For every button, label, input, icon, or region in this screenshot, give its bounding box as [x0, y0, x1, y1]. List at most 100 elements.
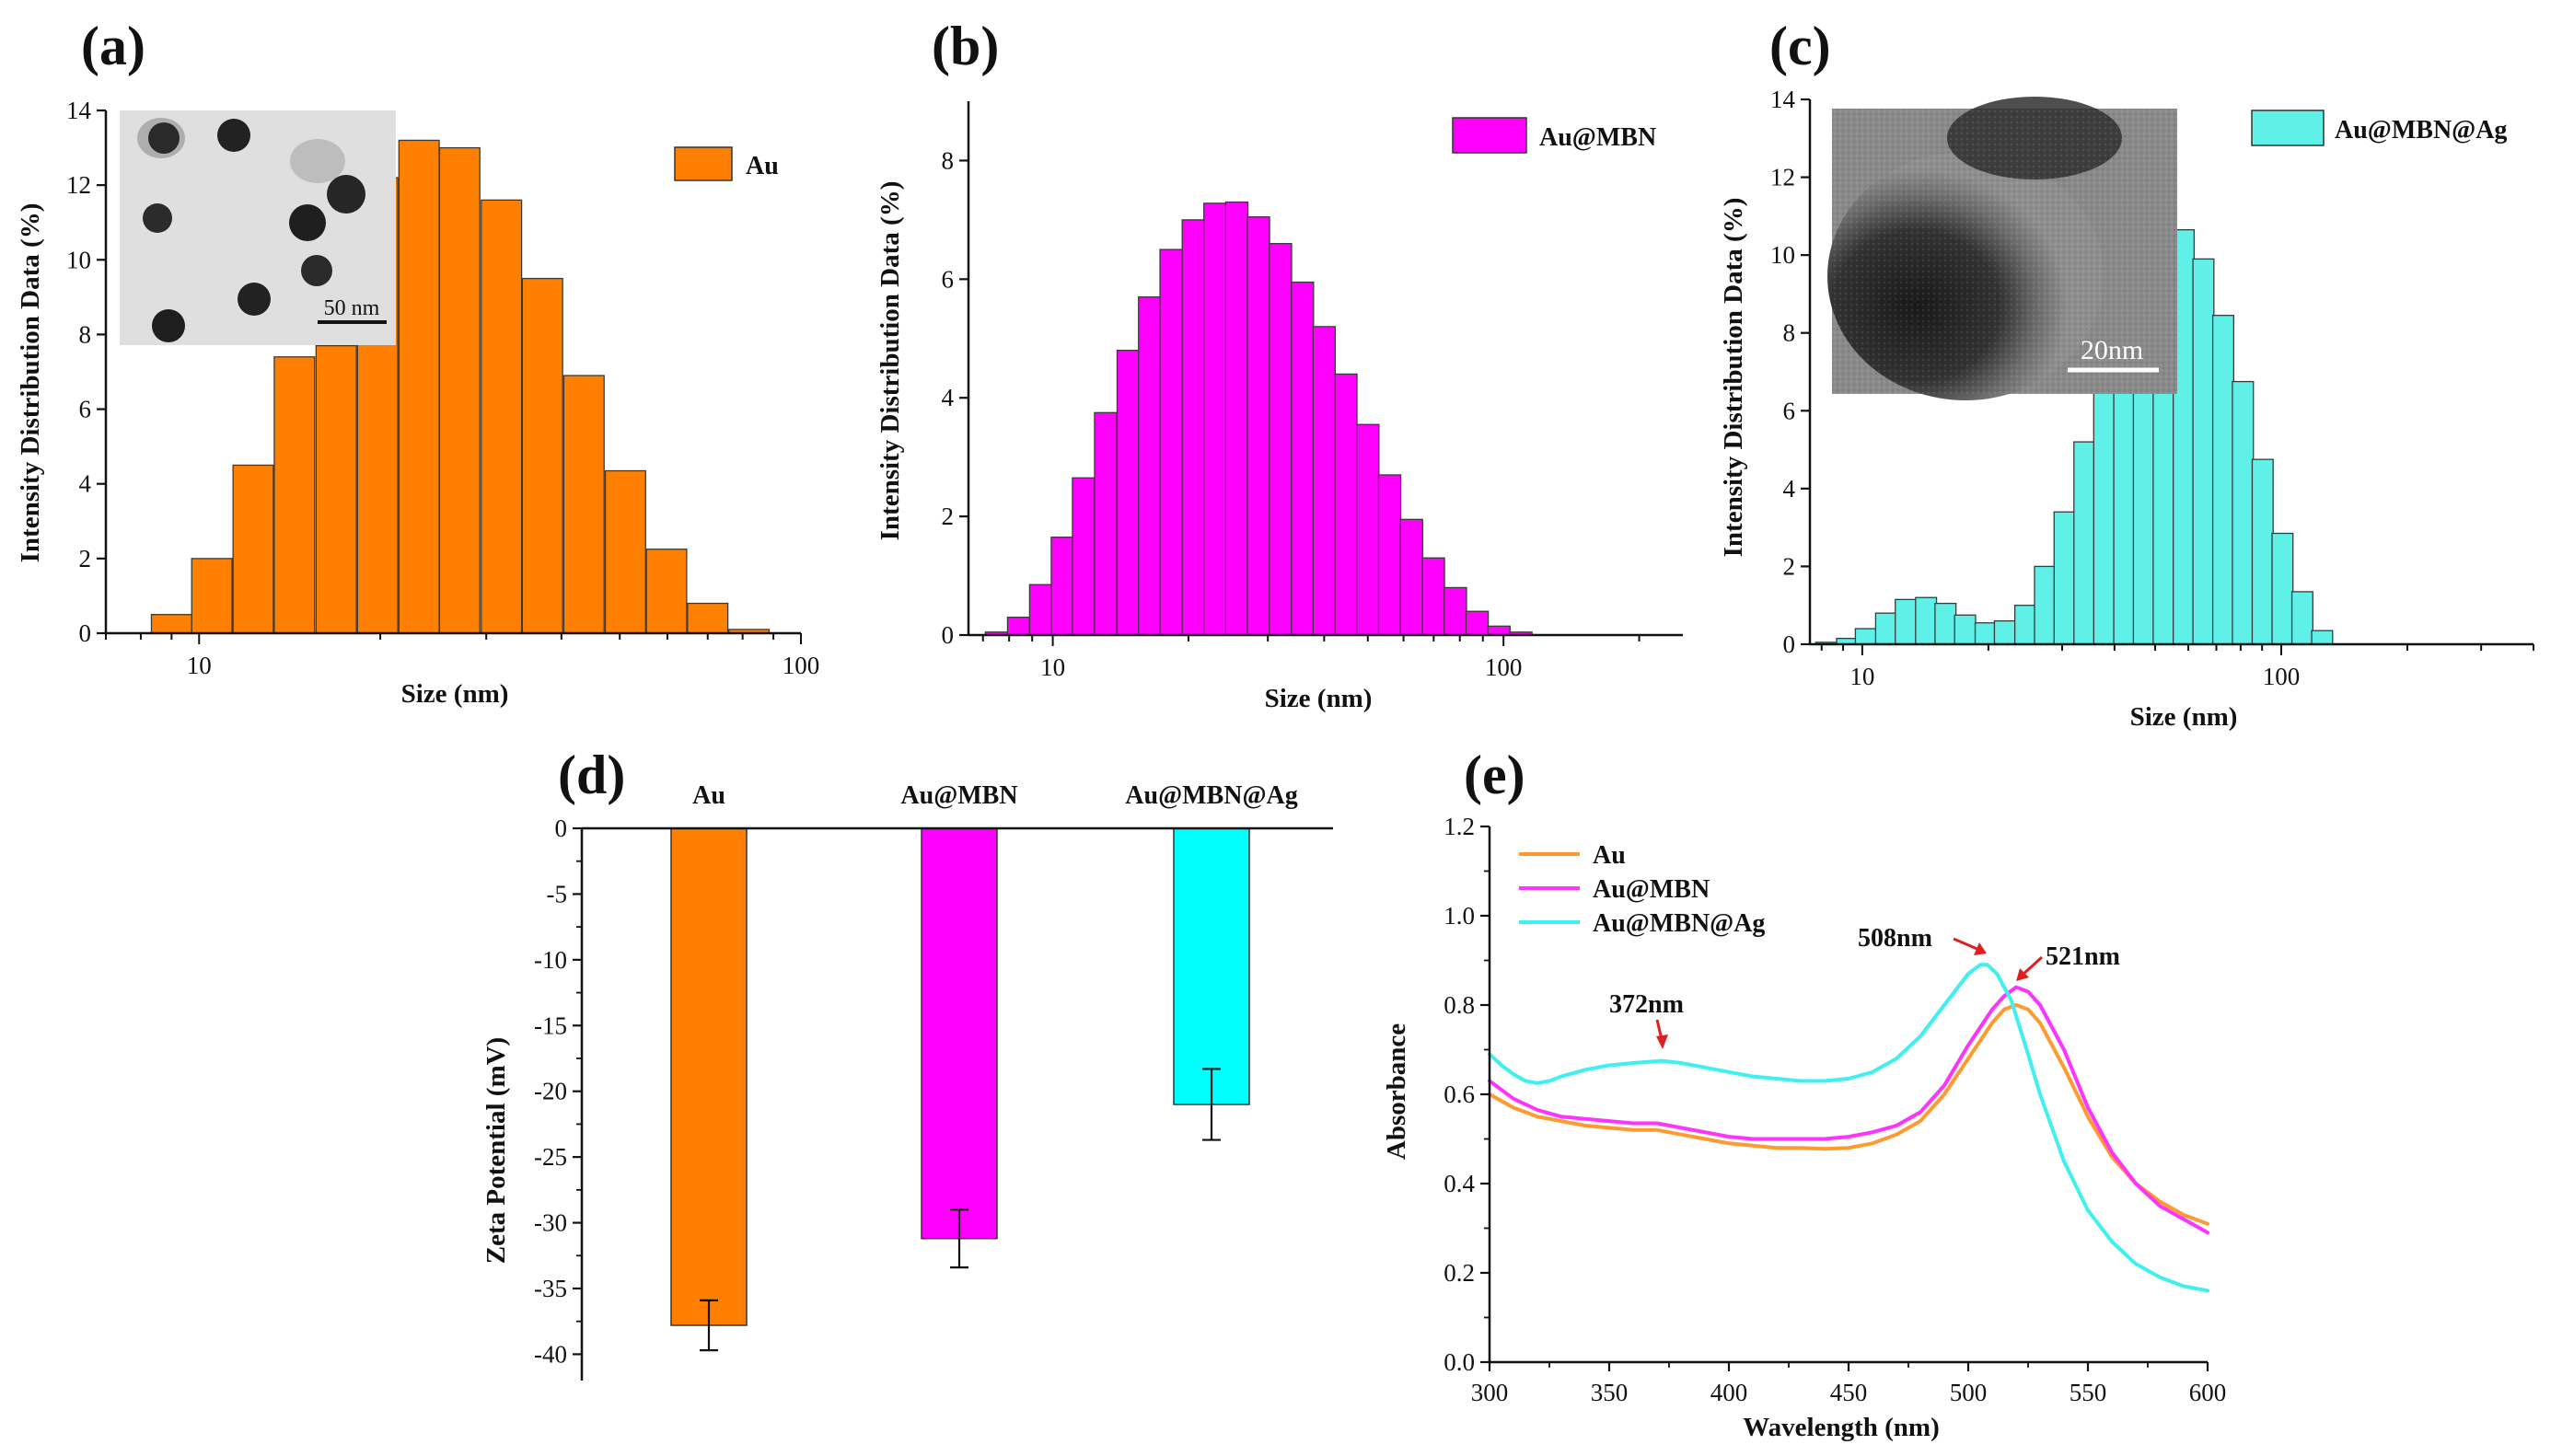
panel-b-bar [1421, 557, 1445, 636]
panel-a-ytick-label: 2 [79, 545, 92, 572]
panel-b-legend-swatch [1452, 117, 1527, 154]
panel-e-legend-label: Au [1593, 841, 1626, 870]
panel-c-bar [1934, 602, 1957, 645]
panel-e-ylabel: Absorbance [1382, 1023, 1411, 1160]
panel-b-bar [1028, 584, 1053, 636]
panel-c-bar [2093, 369, 2116, 645]
panel-c-ytick-label: 10 [1770, 241, 1795, 269]
annotation-521nm-arrow [2020, 955, 2044, 977]
panel-a-bar [150, 614, 192, 634]
panel-c-ytick-label: 2 [1783, 552, 1796, 580]
panel-c-bar [2211, 315, 2234, 645]
panel-e-ytick-label: 0.2 [1444, 1259, 1475, 1287]
panel-a-scale-bar-label: 50 nm [324, 296, 380, 320]
panel-b-ytick-label: 0 [942, 621, 955, 649]
annotation-521nm-arrowhead [2016, 968, 2029, 981]
panel-a-ylabel: Intensity Distribution Data (%) [16, 203, 45, 563]
panel-e-ytick-label: 0.6 [1444, 1080, 1475, 1108]
panel-c-ytick-label: 8 [1783, 319, 1796, 347]
panel-a-ytick-label: 8 [79, 320, 92, 348]
panel-a-ytick-label: 0 [79, 619, 92, 647]
panel-b-ytick-label: 8 [942, 146, 955, 174]
panel-a-xtick-label: 10 [187, 652, 212, 679]
panel-a-ytick-label: 14 [66, 97, 92, 124]
panel-e-xtick-label: 450 [1830, 1379, 1868, 1406]
panel-e-ytick-label: 0.8 [1444, 991, 1475, 1019]
panel-c-ytick-label: 6 [1783, 397, 1796, 424]
panel-b-ytick-label: 2 [942, 503, 955, 530]
panel-c-xlabel: Size (nm) [2130, 702, 2238, 732]
annotation-508nm-arrowhead [1974, 942, 1987, 955]
panel-c-bar [2232, 380, 2255, 645]
zeta-bar-2 [1173, 827, 1250, 1105]
panel-c-bar [2053, 511, 2076, 645]
absorbance-series-2 [1488, 963, 2209, 1293]
panel-b-label: (b) [932, 16, 999, 76]
panel-a-bar [315, 344, 357, 634]
panel-b-bar [1399, 518, 1423, 636]
panel-c-ytick-label: 12 [1770, 164, 1795, 191]
panel-a-bar [481, 199, 523, 634]
panel-a: (a) 0 2 4 6 8 10 12 14 10 100 Intensity Distribut… [16, 16, 819, 709]
panel-c-ytick-label: 0 [1783, 630, 1796, 658]
panel-b-legend-label: Au@MBN [1539, 123, 1656, 152]
panel-c: (c) 0 2 4 6 8 10 12 14 10 100 Intensity Distribut… [1719, 16, 2534, 732]
panel-d-label: (d) [558, 745, 625, 805]
annotation-521nm: 521nm [2046, 942, 2120, 971]
panel-a-ytick-label: 10 [66, 246, 91, 273]
annotation-372nm: 372nm [1609, 990, 1684, 1019]
panel-c-bar [2311, 630, 2334, 645]
panel-b-xlabel: Size (nm) [1265, 684, 1373, 713]
panel-b-ytick-label: 4 [942, 384, 955, 411]
panel-b-bar [1072, 477, 1096, 636]
panel-c-axes: 0 2 4 6 8 10 12 14 10 100 [1770, 86, 2534, 690]
zeta-category-label: Au [692, 781, 725, 810]
annotation-508nm-arrow [1953, 937, 1980, 952]
panel-c-bar [2290, 591, 2313, 645]
panel-e-xtick-label: 300 [1471, 1379, 1509, 1406]
panel-e-xtick-label: 400 [1710, 1379, 1748, 1406]
panel-a-bars [150, 139, 771, 634]
absorbance-series-0 [1488, 1003, 2209, 1226]
panel-d-ylabel: Zeta Potential (mV) [481, 1037, 511, 1264]
panel-a-bar [273, 356, 316, 634]
panel-c-bar [1993, 619, 2016, 645]
panel-c-ylabel: Intensity Distribution Data (%) [1719, 198, 1748, 558]
panel-d: (d) Au Au@MBN Au@MBN@Ag 0 -5 -10 -15 -20 -25 -30 -… [481, 745, 1333, 1381]
panel-b-bar [1377, 474, 1402, 636]
panel-a-ytick-label: 4 [79, 470, 92, 498]
panel-b-ylabel: Intensity Distribution Data (%) [875, 181, 905, 541]
panel-b-bar [1094, 411, 1118, 636]
panel-c-bar [2251, 458, 2274, 645]
panel-a-bar [191, 558, 233, 634]
panel-e-lines [1488, 963, 2209, 1293]
panel-d-ytick-label: -35 [534, 1275, 567, 1302]
panel-a-ytick-label: 12 [66, 171, 91, 199]
panel-b-bar [1312, 326, 1337, 636]
panel-b-bar [1006, 617, 1031, 636]
panel-e-ytick-label: 1.2 [1444, 813, 1475, 840]
panel-c-bar [1954, 614, 1977, 645]
panel-c-bar [2073, 441, 2096, 645]
panel-c-legend-swatch [2251, 110, 2325, 146]
panel-b-bar [1291, 281, 1315, 636]
panel-c-ytick-label: 4 [1783, 475, 1796, 503]
panel-a-legend-label: Au [746, 152, 779, 180]
panel-c-bar [2013, 605, 2037, 645]
panel-d-ytick-label: -10 [534, 946, 567, 974]
panel-e-xtick-label: 550 [2070, 1379, 2107, 1406]
absorbance-series-1 [1488, 985, 2209, 1235]
panel-b-bar [1487, 625, 1511, 636]
panel-b-bar [1465, 610, 1490, 636]
panel-e-xtick-label: 350 [1591, 1379, 1629, 1406]
panel-a-bar [604, 469, 646, 634]
panel-d-ytick-label: -40 [534, 1340, 567, 1368]
panel-e-legend-label: Au@MBN@Ag [1593, 909, 1765, 938]
panel-e-legend: Au Au@MBN Au@MBN@Ag [1519, 841, 1765, 938]
panel-e-xtick-label: 600 [2189, 1379, 2227, 1406]
panel-e-xlabel: Wavelength (nm) [1743, 1413, 1939, 1442]
panel-e-label: (e) [1464, 745, 1525, 805]
panel-b-xtick-label: 10 [1040, 653, 1065, 681]
panel-b-bar [1269, 243, 1293, 636]
